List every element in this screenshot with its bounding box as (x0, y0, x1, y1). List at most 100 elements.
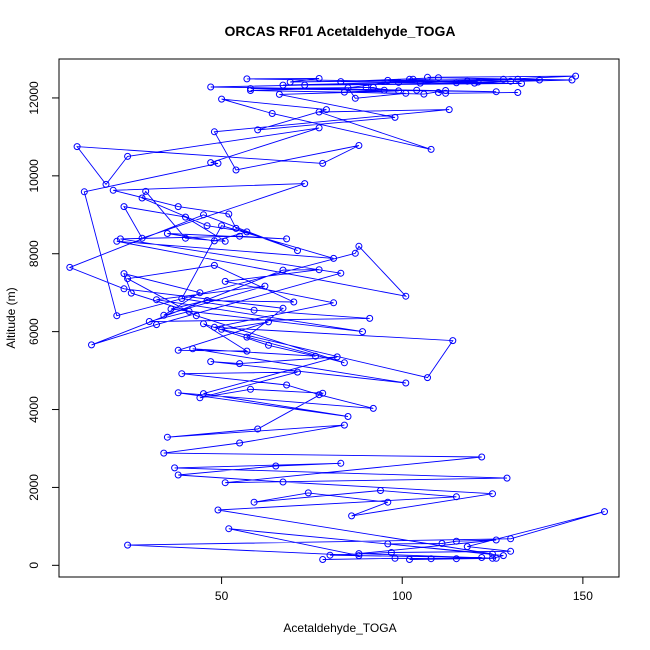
data-point (384, 498, 392, 506)
data-point (355, 550, 363, 558)
data-point (315, 266, 323, 274)
data-point (247, 385, 254, 393)
data-point (250, 498, 258, 506)
data-point (337, 459, 345, 467)
data-point (395, 87, 403, 95)
data-point (499, 552, 507, 560)
data-point (319, 556, 327, 563)
data-point (116, 235, 124, 243)
data-point (315, 108, 323, 116)
x-tick-label: 100 (392, 589, 412, 603)
data-point (409, 75, 417, 83)
data-point (286, 78, 294, 86)
data-point (380, 86, 388, 94)
data-point (120, 203, 128, 211)
data-point (434, 74, 442, 82)
data-point (478, 453, 486, 461)
data-point (214, 506, 222, 514)
data-point (275, 90, 283, 98)
data-point (471, 79, 478, 87)
data-point (452, 555, 460, 563)
data-point (265, 341, 272, 349)
data-point (514, 89, 522, 96)
data-point (207, 83, 215, 91)
data-point (221, 237, 229, 245)
data-point (395, 78, 403, 86)
data-point (178, 370, 186, 378)
data-point (207, 358, 215, 366)
data-point (427, 555, 435, 563)
data-point (160, 449, 168, 457)
data-point (174, 389, 182, 397)
data-point (283, 235, 291, 243)
data-point (138, 234, 146, 242)
data-point (210, 237, 218, 245)
data-point (413, 86, 421, 94)
data-point (210, 128, 218, 136)
y-tick-label: 0 (27, 562, 41, 569)
data-point (290, 298, 298, 306)
data-point (326, 551, 334, 559)
data-point (153, 321, 160, 329)
data-point (102, 180, 110, 188)
data-point (507, 77, 515, 85)
data-point (167, 305, 175, 313)
data-point (174, 346, 182, 354)
data-point (182, 234, 189, 242)
data-point (294, 247, 301, 255)
data-point (294, 368, 301, 376)
y-tick-label: 12000 (27, 81, 41, 115)
y-tick-label: 4000 (27, 396, 41, 423)
data-point (568, 76, 576, 84)
data-point (406, 75, 413, 83)
data-point (127, 289, 135, 297)
data-point (160, 311, 168, 319)
data-point (243, 333, 251, 341)
data-point (489, 554, 496, 562)
data-point (463, 543, 471, 551)
data-point (492, 536, 500, 544)
data-point (492, 554, 500, 562)
data-point (254, 126, 262, 134)
data-point (601, 508, 608, 516)
data-point (355, 242, 363, 250)
data-point (319, 159, 327, 167)
data-point (355, 142, 363, 149)
y-axis: 0 2000 4000 6000 8000 10000 12000 (27, 81, 60, 569)
series-points (66, 72, 608, 563)
data-point (351, 94, 359, 102)
data-point (138, 194, 146, 202)
data-point (402, 292, 410, 300)
data-point (359, 328, 366, 336)
x-tick-label: 150 (573, 589, 593, 603)
data-point (200, 320, 207, 328)
data-point (503, 474, 511, 482)
data-point (185, 307, 193, 315)
x-tick-label: 50 (215, 589, 229, 603)
data-point (113, 237, 121, 245)
data-point (200, 390, 207, 398)
data-point (330, 254, 338, 262)
data-point (218, 325, 226, 333)
data-point (362, 83, 370, 91)
data-point (203, 222, 211, 230)
data-point (250, 306, 258, 314)
data-point (384, 540, 392, 548)
data-point (442, 89, 450, 97)
series-path (68, 75, 605, 560)
data-point (442, 87, 450, 94)
data-point (351, 249, 359, 257)
data-point (499, 75, 507, 83)
data-point (207, 159, 215, 167)
data-point (283, 381, 291, 389)
data-point (424, 73, 431, 81)
data-point (377, 487, 384, 494)
data-point (337, 269, 345, 277)
data-point (261, 282, 269, 290)
data-point (124, 541, 132, 549)
data-point (272, 462, 280, 470)
data-point (214, 159, 222, 167)
data-point (279, 304, 287, 312)
data-point (163, 433, 171, 441)
data-point (402, 89, 410, 97)
